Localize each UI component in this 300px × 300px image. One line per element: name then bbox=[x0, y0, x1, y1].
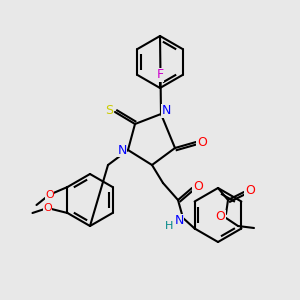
Text: F: F bbox=[156, 68, 164, 82]
Text: N: N bbox=[117, 143, 127, 157]
Text: H: H bbox=[165, 221, 173, 231]
Text: S: S bbox=[105, 104, 113, 118]
Text: O: O bbox=[215, 211, 225, 224]
Text: O: O bbox=[245, 184, 255, 196]
Text: O: O bbox=[193, 179, 203, 193]
Text: N: N bbox=[174, 214, 184, 227]
Text: O: O bbox=[45, 190, 54, 200]
Text: N: N bbox=[161, 104, 171, 118]
Text: O: O bbox=[197, 136, 207, 148]
Text: O: O bbox=[43, 203, 52, 213]
